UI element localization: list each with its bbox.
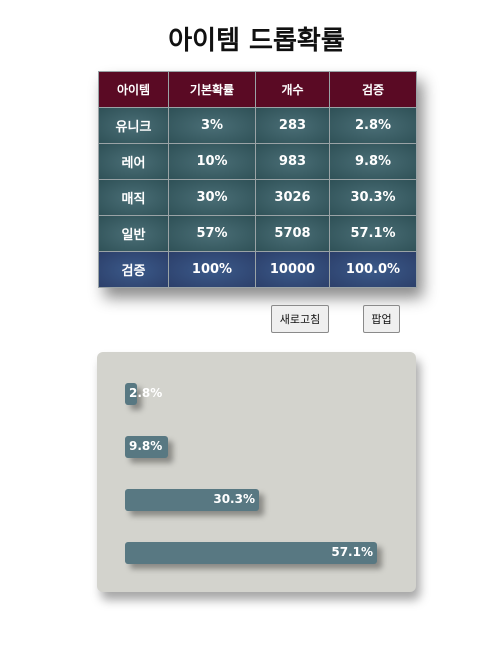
cell-item-name: 유니크: [98, 107, 169, 144]
cell-count: 3026: [255, 179, 330, 216]
table-row: 유니크 3% 283 2.8%: [98, 107, 417, 144]
bar-label-1: 9.8%: [129, 439, 163, 453]
cell-verify: 9.8%: [329, 143, 417, 180]
cell-count: 283: [255, 107, 330, 144]
header-verify: 검증: [329, 71, 417, 108]
cell-verify: 2.8%: [329, 107, 417, 144]
table-row: 레어 10% 983 9.8%: [98, 143, 417, 180]
cell-item-name: 검증: [98, 251, 169, 288]
cell-base-rate: 3%: [168, 107, 256, 144]
cell-item-name: 매직: [98, 179, 169, 216]
bar-0: 2.8%: [125, 383, 162, 405]
cell-count: 10000: [255, 251, 330, 288]
header-base-rate: 기본확률: [168, 71, 256, 108]
table-header-row: 아이템 기본확률 개수 검증: [98, 71, 417, 108]
cell-base-rate: 10%: [168, 143, 256, 180]
cell-item-name: 레어: [98, 143, 169, 180]
cell-verify: 100.0%: [329, 251, 417, 288]
bar-label-0: 2.8%: [129, 386, 163, 400]
page-title: 아이템 드롭확률: [168, 26, 345, 56]
cell-item-name: 일반: [98, 215, 169, 252]
bar-label-3: 57.1%: [331, 545, 373, 559]
cell-verify: 57.1%: [329, 215, 417, 252]
table-row: 일반 57% 5708 57.1%: [98, 215, 417, 252]
cell-verify: 30.3%: [329, 179, 417, 216]
bar-label-2: 30.3%: [213, 492, 255, 506]
table-total-row: 검증 100% 10000 100.0%: [98, 251, 417, 288]
cell-base-rate: 100%: [168, 251, 256, 288]
drop-rate-bar-chart: 2.8% 9.8% 30.3% 57.1%: [97, 352, 416, 592]
cell-base-rate: 57%: [168, 215, 256, 252]
bar-2: 30.3%: [125, 489, 259, 511]
popup-button[interactable]: 팝업: [363, 305, 400, 333]
drop-rate-table: 아이템 기본확률 개수 검증 유니크 3% 283 2.8% 레어 10% 98…: [98, 71, 417, 288]
bar-3: 57.1%: [125, 542, 377, 564]
table-row: 매직 30% 3026 30.3%: [98, 179, 417, 216]
header-count: 개수: [255, 71, 330, 108]
header-item: 아이템: [98, 71, 169, 108]
cell-base-rate: 30%: [168, 179, 256, 216]
cell-count: 5708: [255, 215, 330, 252]
cell-count: 983: [255, 143, 330, 180]
refresh-button[interactable]: 새로고침: [271, 305, 329, 333]
bar-1: 9.8%: [125, 436, 168, 458]
